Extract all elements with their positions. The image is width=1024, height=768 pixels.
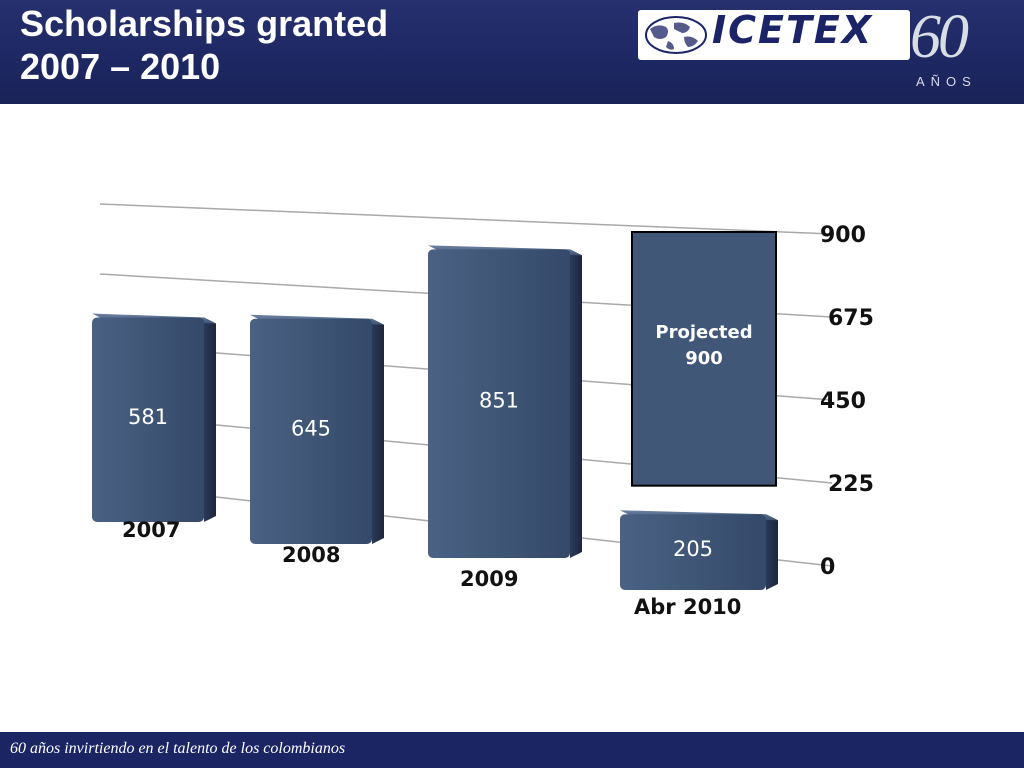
bar-front bbox=[428, 249, 570, 559]
category-label: 2008 bbox=[282, 543, 340, 567]
bar-2008 bbox=[250, 314, 384, 544]
bar-value-label: 645 bbox=[291, 416, 331, 440]
title-line-1: Scholarships granted bbox=[20, 3, 389, 44]
y-tick-label: 0 bbox=[820, 555, 835, 580]
bar-value-label: 851 bbox=[479, 389, 519, 413]
slide-title: Scholarships granted 2007 – 2010 bbox=[20, 2, 388, 88]
bar-2007 bbox=[92, 313, 216, 522]
bar-value-label: 205 bbox=[673, 537, 713, 561]
bar-side bbox=[766, 514, 778, 590]
bar-value-label: 581 bbox=[128, 405, 168, 429]
footer-tagline: 60 años invirtiendo en el talento de los… bbox=[10, 740, 346, 757]
bar-front bbox=[250, 318, 372, 544]
bars bbox=[92, 231, 778, 590]
bar-2009 bbox=[428, 245, 582, 559]
category-label: Abr 2010 bbox=[634, 595, 741, 619]
y-tick-label: 225 bbox=[828, 472, 874, 497]
bar-front bbox=[92, 317, 204, 522]
projected-box bbox=[631, 231, 777, 487]
bar-chart: 0 225 450 675 900 581 2007 645 2008 851 2009 205 Abr… bbox=[92, 203, 874, 619]
gridline-900 bbox=[99, 203, 833, 235]
globe-icon bbox=[645, 16, 707, 54]
category-label: 2007 bbox=[122, 518, 180, 542]
footer-bar: 60 años invirtiendo en el talento de los… bbox=[0, 732, 1024, 768]
bar-side bbox=[570, 249, 582, 559]
projected-label: Projected bbox=[655, 322, 752, 343]
bar-side bbox=[204, 317, 216, 522]
projected-value: 900 bbox=[685, 348, 723, 369]
logo-anos: AÑOS bbox=[916, 74, 977, 89]
y-tick-label: 675 bbox=[828, 306, 874, 331]
labels: 0 225 450 675 900 581 2007 645 2008 851 2009 205 Abr… bbox=[122, 223, 874, 619]
bar-side bbox=[372, 318, 384, 544]
icetex-logo: ICETEX Invertimos en el talento de los c… bbox=[634, 3, 1014, 98]
header-bar: Scholarships granted 2007 – 2010 ICETEX … bbox=[0, 0, 1024, 104]
bar-abr-2010 bbox=[620, 510, 778, 590]
y-tick-label: 450 bbox=[820, 389, 866, 414]
projected-rect bbox=[631, 231, 777, 487]
logo-tagline: Invertimos en el talento de los colombia… bbox=[714, 48, 891, 58]
category-label: 2009 bbox=[460, 567, 518, 591]
logo-wordmark: ICETEX bbox=[712, 8, 874, 52]
bar-front bbox=[620, 514, 766, 590]
y-tick-label: 900 bbox=[820, 223, 866, 248]
title-line-2: 2007 – 2010 bbox=[20, 46, 221, 87]
logo-anniversary: 60 bbox=[910, 3, 969, 71]
